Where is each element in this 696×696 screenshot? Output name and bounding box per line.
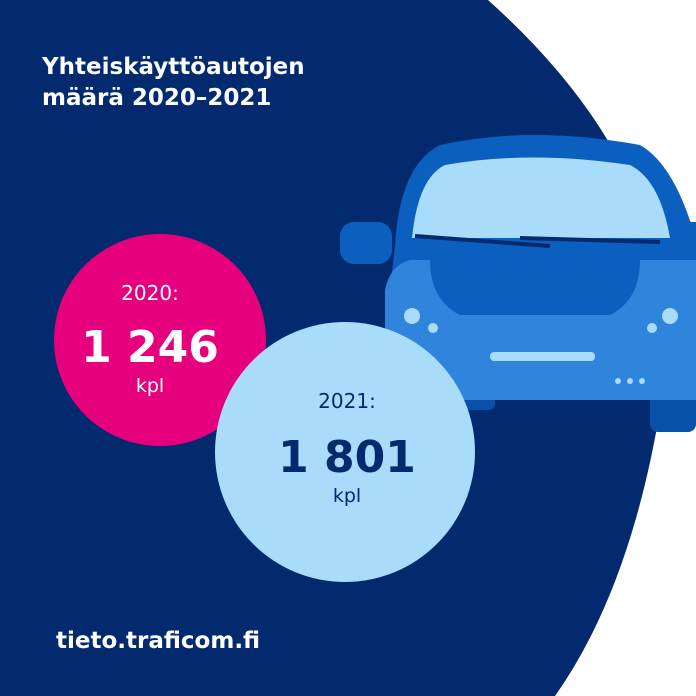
unit: kpl xyxy=(136,375,164,397)
year-label: 2021: xyxy=(318,389,376,413)
title-line: määrä 2020–2021 xyxy=(42,85,271,111)
title-line: Yhteiskäyttöautojen xyxy=(41,54,305,80)
year-label: 2020: xyxy=(121,281,179,305)
circle-2021 xyxy=(215,322,475,582)
count: 1 246 xyxy=(81,322,219,373)
car-illustration xyxy=(340,135,696,432)
circle-2020 xyxy=(54,234,266,446)
unit: kpl xyxy=(333,485,361,507)
footer-url: tieto.traficom.fi xyxy=(56,628,260,654)
count: 1 801 xyxy=(278,432,416,483)
